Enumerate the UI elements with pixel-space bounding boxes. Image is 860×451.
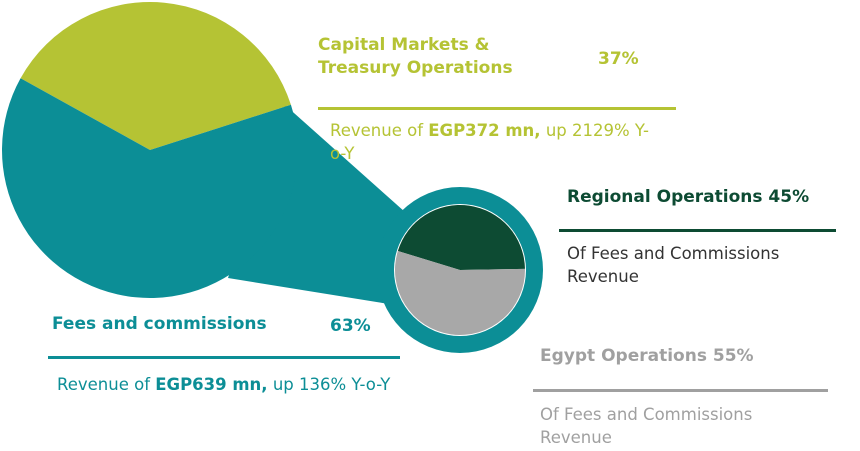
text: EGP372 mn, [428, 121, 541, 140]
pie-slice [397, 205, 525, 270]
value-label: 37% [598, 49, 639, 69]
text: Revenue of [330, 121, 429, 140]
pie-slice [2, 78, 299, 298]
pie-slice [395, 250, 525, 336]
description: Of Fees and Commissions Revenue [540, 405, 753, 447]
category-label: Capital Markets & Treasury Operations [318, 35, 513, 78]
rule [48, 356, 400, 359]
rule [559, 229, 836, 232]
category-label: Regional Operations 45% [567, 186, 809, 209]
text: EGP639 mn, [155, 375, 268, 394]
description: Revenue of EGP372 mn, up 2129% Y-o-Y [330, 119, 650, 165]
description: Revenue of EGP639 mn, up 136% Y-o-Y [57, 373, 397, 396]
category-label: Fees and commissions [52, 314, 267, 334]
pie-slice [20, 1, 291, 150]
text: Egypt Operations [540, 346, 707, 366]
text: up 2129% Y-o-Y [330, 121, 649, 163]
value-label: 45% [768, 187, 810, 207]
description: Of Fees and Commissions Revenue [567, 244, 780, 286]
text: Revenue of [57, 375, 156, 394]
rule [318, 107, 676, 110]
value-label: 63% [330, 316, 371, 336]
category-label: Egypt Operations 55% [540, 345, 754, 368]
text: up 136% Y-o-Y [267, 375, 391, 394]
value-label: 55% [712, 346, 754, 366]
text: Regional Operations [567, 187, 763, 207]
rule [533, 389, 828, 392]
